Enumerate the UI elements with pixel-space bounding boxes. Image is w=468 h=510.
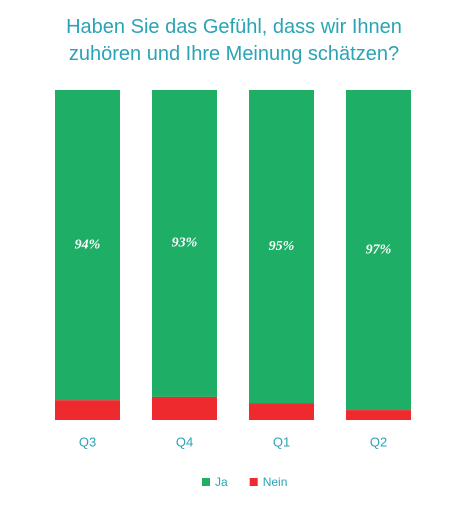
bar-segment xyxy=(346,410,411,420)
value-label: 95% xyxy=(269,239,295,254)
value-label: 97% xyxy=(366,242,392,257)
bar-segment xyxy=(55,400,120,420)
legend-label: Ja xyxy=(215,475,228,489)
x-tick-label: Q4 xyxy=(176,434,193,449)
legend-swatch xyxy=(249,478,258,486)
legend-label: Nein xyxy=(263,475,288,489)
bar-segment xyxy=(55,90,120,401)
bar-segment xyxy=(152,396,217,420)
x-tick-label: Q1 xyxy=(273,434,290,449)
value-label: 93% xyxy=(172,236,198,251)
bar-segment xyxy=(249,90,314,404)
x-tick-label: Q2 xyxy=(370,434,387,449)
bar-segment xyxy=(346,90,411,411)
value-label: 94% xyxy=(75,237,101,252)
x-tick-label: Q3 xyxy=(79,434,96,449)
bar-segment xyxy=(152,90,217,397)
chart-title: Haben Sie das Gefühl, dass wir Ihnen zuh… xyxy=(66,16,402,65)
legend-swatch xyxy=(202,478,210,486)
bar-segment xyxy=(249,403,314,420)
